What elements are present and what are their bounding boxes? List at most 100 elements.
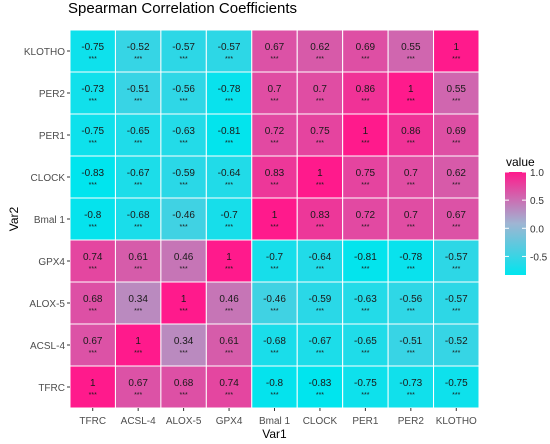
significance-label: *** xyxy=(270,350,278,357)
heatmap-cell xyxy=(251,239,298,283)
legend-title: value xyxy=(506,155,535,169)
heatmap-cell xyxy=(114,155,162,199)
significance-label: *** xyxy=(225,98,233,105)
significance-label: *** xyxy=(316,266,324,273)
heatmap-cell xyxy=(433,29,480,73)
heatmap-cell xyxy=(69,239,116,283)
cell-value-label: 0.68 xyxy=(83,294,103,305)
cell-value-label: -0.73 xyxy=(81,84,104,95)
significance-label: *** xyxy=(180,140,188,147)
cell-value-label: -0.73 xyxy=(399,378,422,389)
legend-tick-label: -0.5 xyxy=(530,252,548,263)
significance-label: *** xyxy=(134,140,142,147)
heatmap-cell xyxy=(251,365,298,409)
significance-label: *** xyxy=(361,182,369,189)
cell-value-label: 0.55 xyxy=(447,84,467,95)
significance-label: *** xyxy=(361,392,369,399)
cell-value-label: -0.51 xyxy=(127,84,150,95)
cell-value-label: -0.67 xyxy=(127,168,150,179)
y-tick-label: TFRC xyxy=(38,383,65,394)
cell-value-label: -0.7 xyxy=(266,252,284,263)
significance-label: *** xyxy=(407,350,415,357)
significance-label: *** xyxy=(361,308,369,315)
significance-label: *** xyxy=(225,140,233,147)
cell-value-label: -0.68 xyxy=(127,210,150,221)
heatmap-cell xyxy=(69,155,116,199)
y-tick-label: Bmal 1 xyxy=(34,215,66,226)
cell-value-label: 0.61 xyxy=(128,252,148,263)
heatmap-cell xyxy=(387,29,435,73)
significance-label: *** xyxy=(316,140,324,147)
heatmap-cell xyxy=(69,113,116,157)
significance-label: *** xyxy=(270,140,278,147)
significance-label: *** xyxy=(407,140,415,147)
cell-value-label: 0.86 xyxy=(356,84,376,95)
heatmap-cell xyxy=(433,71,480,115)
chart-title: Spearman Correlation Coefficients xyxy=(68,0,298,17)
significance-label: *** xyxy=(452,140,460,147)
significance-label: *** xyxy=(89,266,97,273)
cell-value-label: 0.74 xyxy=(219,378,239,389)
cell-value-label: -0.67 xyxy=(309,336,332,347)
significance-label: *** xyxy=(180,350,188,357)
heatmap-cell xyxy=(69,323,116,367)
cell-value-label: 0.7 xyxy=(268,84,282,95)
cell-value-label: -0.59 xyxy=(172,168,195,179)
legend-colorbar xyxy=(505,172,526,275)
cell-value-label: 1 xyxy=(408,84,414,95)
y-tick-label: KLOTHO xyxy=(24,47,65,58)
cell-value-label: -0.59 xyxy=(309,294,332,305)
heatmap-cell xyxy=(69,197,116,241)
significance-label: *** xyxy=(225,182,233,189)
heatmap-cell xyxy=(387,197,435,241)
cell-value-label: 1 xyxy=(135,336,141,347)
heatmap-cell xyxy=(387,365,435,409)
cell-value-label: -0.51 xyxy=(399,336,422,347)
cell-value-label: -0.64 xyxy=(309,252,332,263)
cell-value-label: 0.34 xyxy=(174,336,194,347)
significance-label: *** xyxy=(225,266,233,273)
cell-value-label: 0.7 xyxy=(404,210,418,221)
significance-label: *** xyxy=(407,182,415,189)
cell-value-label: -0.78 xyxy=(218,84,241,95)
heatmap-cell xyxy=(296,29,344,73)
cell-value-label: 0.46 xyxy=(219,294,239,305)
cell-value-label: -0.81 xyxy=(354,252,377,263)
cell-value-label: 0.86 xyxy=(401,126,421,137)
significance-label: *** xyxy=(270,266,278,273)
legend-tick-label: 0.0 xyxy=(530,224,544,235)
cell-value-label: 0.69 xyxy=(447,126,467,137)
significance-label: *** xyxy=(452,266,460,273)
heatmap-cell xyxy=(251,29,298,73)
significance-label: *** xyxy=(361,224,369,231)
significance-label: *** xyxy=(225,392,233,399)
significance-label: *** xyxy=(316,308,324,315)
cell-value-label: -0.56 xyxy=(172,84,195,95)
significance-label: *** xyxy=(361,350,369,357)
significance-label: *** xyxy=(134,56,142,63)
cell-value-label: -0.63 xyxy=(354,294,377,305)
y-tick-label: CLOCK xyxy=(31,173,66,184)
significance-label: *** xyxy=(270,224,278,231)
significance-label: *** xyxy=(270,308,278,315)
heatmap-cell xyxy=(433,239,480,283)
heatmap-cell xyxy=(296,239,344,283)
heatmap-cell xyxy=(433,323,480,367)
significance-label: *** xyxy=(452,392,460,399)
significance-label: *** xyxy=(89,392,97,399)
heatmap-cell xyxy=(114,71,162,115)
x-tick-label: ALOX-5 xyxy=(166,416,202,427)
cell-value-label: 1 xyxy=(90,378,96,389)
significance-label: *** xyxy=(316,350,324,357)
cell-value-label: 1 xyxy=(453,42,459,53)
significance-label: *** xyxy=(452,56,460,63)
significance-label: *** xyxy=(134,224,142,231)
legend-tick-label: 1.0 xyxy=(530,168,544,179)
significance-label: *** xyxy=(361,140,369,147)
heatmap-cell xyxy=(342,29,389,73)
significance-label: *** xyxy=(452,308,460,315)
heatmap-cell xyxy=(205,113,253,157)
x-tick-label: GPX4 xyxy=(216,416,243,427)
cell-value-label: -0.83 xyxy=(81,168,104,179)
